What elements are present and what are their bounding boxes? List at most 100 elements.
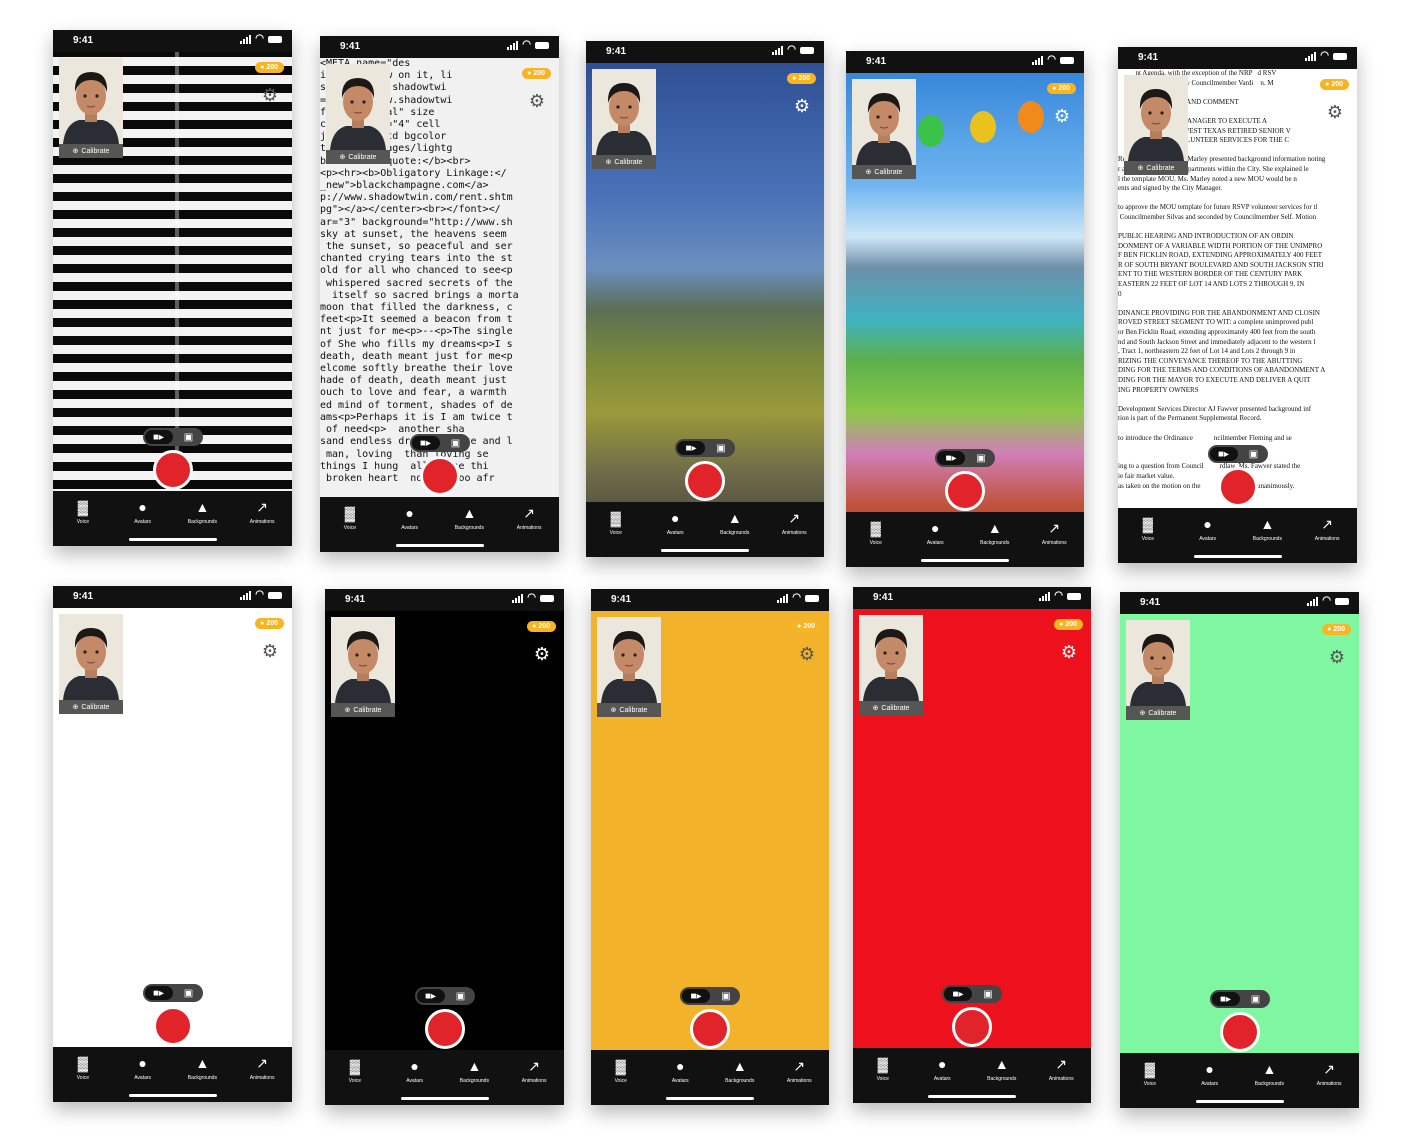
- tab-animations[interactable]: ↗ Animations: [499, 497, 559, 552]
- record-button[interactable]: [424, 1009, 465, 1049]
- tab-voice[interactable]: ▓ Voice: [846, 512, 906, 567]
- tab-animations[interactable]: ↗ Animations: [232, 491, 292, 546]
- photo-mode-icon[interactable]: ▣: [450, 437, 461, 449]
- camera-preview[interactable]: ⊕ Calibrate: [331, 617, 395, 717]
- tab-avatars[interactable]: ● Avatars: [385, 1050, 445, 1105]
- tab-avatars[interactable]: ● Avatars: [380, 497, 440, 552]
- capture-mode-toggle[interactable]: ■▸ ▣: [1209, 990, 1270, 1008]
- settings-gear-icon[interactable]: ⚙: [533, 644, 550, 664]
- calibrate-button[interactable]: ⊕ Calibrate: [597, 703, 661, 717]
- capture-mode-toggle[interactable]: ■▸ ▣: [675, 439, 735, 457]
- tab-avatars[interactable]: ● Avatars: [1180, 1053, 1240, 1108]
- photo-mode-icon[interactable]: ▣: [183, 431, 194, 443]
- camera-preview[interactable]: ⊕ Calibrate: [59, 58, 123, 158]
- tab-animations[interactable]: ↗ Animations: [504, 1050, 564, 1105]
- photo-mode-icon[interactable]: ▣: [1248, 448, 1259, 460]
- record-button[interactable]: [1217, 467, 1258, 507]
- tab-animations[interactable]: ↗ Animations: [1299, 1053, 1359, 1108]
- tab-animations[interactable]: ↗ Animations: [770, 1050, 830, 1105]
- tab-voice[interactable]: ▓ Voice: [1118, 508, 1178, 563]
- coin-balance-badge[interactable]: ● 200: [1320, 79, 1349, 90]
- settings-gear-icon[interactable]: ⚙: [1328, 647, 1345, 667]
- settings-gear-icon[interactable]: ⚙: [1053, 106, 1070, 126]
- calibrate-button[interactable]: ⊕ Calibrate: [592, 155, 656, 169]
- coin-balance-badge[interactable]: ● 200: [787, 73, 816, 84]
- calibrate-button[interactable]: ⊕ Calibrate: [326, 150, 390, 164]
- settings-gear-icon[interactable]: ⚙: [261, 85, 278, 105]
- tab-avatars[interactable]: ● Avatars: [646, 502, 706, 557]
- record-button[interactable]: [945, 471, 985, 511]
- record-button[interactable]: [152, 1006, 193, 1046]
- record-button[interactable]: [419, 456, 460, 496]
- tab-backgrounds[interactable]: ▲ Backgrounds: [710, 1050, 770, 1105]
- video-mode-icon[interactable]: ■▸: [411, 436, 440, 450]
- settings-gear-icon[interactable]: ⚙: [1326, 102, 1343, 122]
- capture-mode-toggle[interactable]: ■▸ ▣: [1207, 445, 1268, 463]
- camera-preview[interactable]: ⊕ Calibrate: [859, 615, 923, 715]
- calibrate-button[interactable]: ⊕ Calibrate: [1124, 161, 1188, 175]
- tab-avatars[interactable]: ● Avatars: [906, 512, 966, 567]
- capture-mode-toggle[interactable]: ■▸ ▣: [142, 984, 203, 1002]
- video-mode-icon[interactable]: ■▸: [416, 989, 445, 1003]
- video-mode-icon[interactable]: ■▸: [682, 989, 710, 1003]
- photo-mode-icon[interactable]: ▣: [721, 990, 731, 1002]
- settings-gear-icon[interactable]: ⚙: [798, 644, 815, 664]
- photo-mode-icon[interactable]: ▣: [716, 442, 726, 454]
- calibrate-button[interactable]: ⊕ Calibrate: [1126, 706, 1190, 720]
- tab-backgrounds[interactable]: ▲ Backgrounds: [705, 502, 765, 557]
- settings-gear-icon[interactable]: ⚙: [261, 641, 278, 661]
- video-mode-icon[interactable]: ■▸: [144, 430, 173, 444]
- tab-voice[interactable]: ▓ Voice: [1120, 1053, 1180, 1108]
- camera-preview[interactable]: ⊕ Calibrate: [326, 64, 390, 164]
- camera-preview[interactable]: ⊕ Calibrate: [1124, 75, 1188, 175]
- coin-balance-badge[interactable]: ● 200: [792, 621, 821, 632]
- photo-mode-icon[interactable]: ▣: [183, 987, 194, 999]
- coin-balance-badge[interactable]: ● 200: [255, 618, 284, 629]
- photo-mode-icon[interactable]: ▣: [1250, 993, 1261, 1005]
- tab-voice[interactable]: ▓ Voice: [320, 497, 380, 552]
- tab-avatars[interactable]: ● Avatars: [913, 1048, 973, 1103]
- tab-voice[interactable]: ▓ Voice: [853, 1048, 913, 1103]
- camera-preview[interactable]: ⊕ Calibrate: [597, 617, 661, 717]
- settings-gear-icon[interactable]: ⚙: [793, 96, 810, 116]
- settings-gear-icon[interactable]: ⚙: [1060, 642, 1077, 662]
- video-mode-icon[interactable]: ■▸: [1209, 447, 1238, 461]
- tab-backgrounds[interactable]: ▲ Backgrounds: [173, 491, 233, 546]
- record-button[interactable]: [952, 1007, 992, 1047]
- tab-voice[interactable]: ▓ Voice: [591, 1050, 651, 1105]
- coin-balance-badge[interactable]: ● 200: [255, 62, 284, 73]
- capture-mode-toggle[interactable]: ■▸ ▣: [142, 428, 203, 446]
- photo-mode-icon[interactable]: ▣: [983, 988, 993, 1000]
- camera-preview[interactable]: ⊕ Calibrate: [592, 69, 656, 169]
- tab-backgrounds[interactable]: ▲ Backgrounds: [1240, 1053, 1300, 1108]
- tab-animations[interactable]: ↗ Animations: [232, 1047, 292, 1102]
- coin-balance-badge[interactable]: ● 200: [1322, 624, 1351, 635]
- tab-avatars[interactable]: ● Avatars: [1178, 508, 1238, 563]
- tab-backgrounds[interactable]: ▲ Backgrounds: [445, 1050, 505, 1105]
- camera-preview[interactable]: ⊕ Calibrate: [59, 614, 123, 714]
- capture-mode-toggle[interactable]: ■▸ ▣: [414, 987, 475, 1005]
- video-mode-icon[interactable]: ■▸: [1211, 992, 1240, 1006]
- tab-backgrounds[interactable]: ▲ Backgrounds: [1238, 508, 1298, 563]
- tab-backgrounds[interactable]: ▲ Backgrounds: [173, 1047, 233, 1102]
- camera-preview[interactable]: ⊕ Calibrate: [852, 79, 916, 179]
- camera-preview[interactable]: ⊕ Calibrate: [1126, 620, 1190, 720]
- calibrate-button[interactable]: ⊕ Calibrate: [331, 703, 395, 717]
- tab-backgrounds[interactable]: ▲ Backgrounds: [440, 497, 500, 552]
- capture-mode-toggle[interactable]: ■▸ ▣: [942, 985, 1002, 1003]
- calibrate-button[interactable]: ⊕ Calibrate: [852, 165, 916, 179]
- calibrate-button[interactable]: ⊕ Calibrate: [859, 701, 923, 715]
- tab-avatars[interactable]: ● Avatars: [113, 1047, 173, 1102]
- coin-balance-badge[interactable]: ● 200: [1047, 83, 1076, 94]
- capture-mode-toggle[interactable]: ■▸ ▣: [409, 434, 470, 452]
- settings-gear-icon[interactable]: ⚙: [528, 91, 545, 111]
- tab-voice[interactable]: ▓ Voice: [325, 1050, 385, 1105]
- video-mode-icon[interactable]: ■▸: [677, 441, 705, 455]
- video-mode-icon[interactable]: ■▸: [937, 451, 965, 465]
- tab-voice[interactable]: ▓ Voice: [53, 491, 113, 546]
- tab-voice[interactable]: ▓ Voice: [586, 502, 646, 557]
- record-button[interactable]: [690, 1009, 730, 1049]
- photo-mode-icon[interactable]: ▣: [976, 452, 986, 464]
- tab-animations[interactable]: ↗ Animations: [1032, 1048, 1092, 1103]
- photo-mode-icon[interactable]: ▣: [455, 990, 466, 1002]
